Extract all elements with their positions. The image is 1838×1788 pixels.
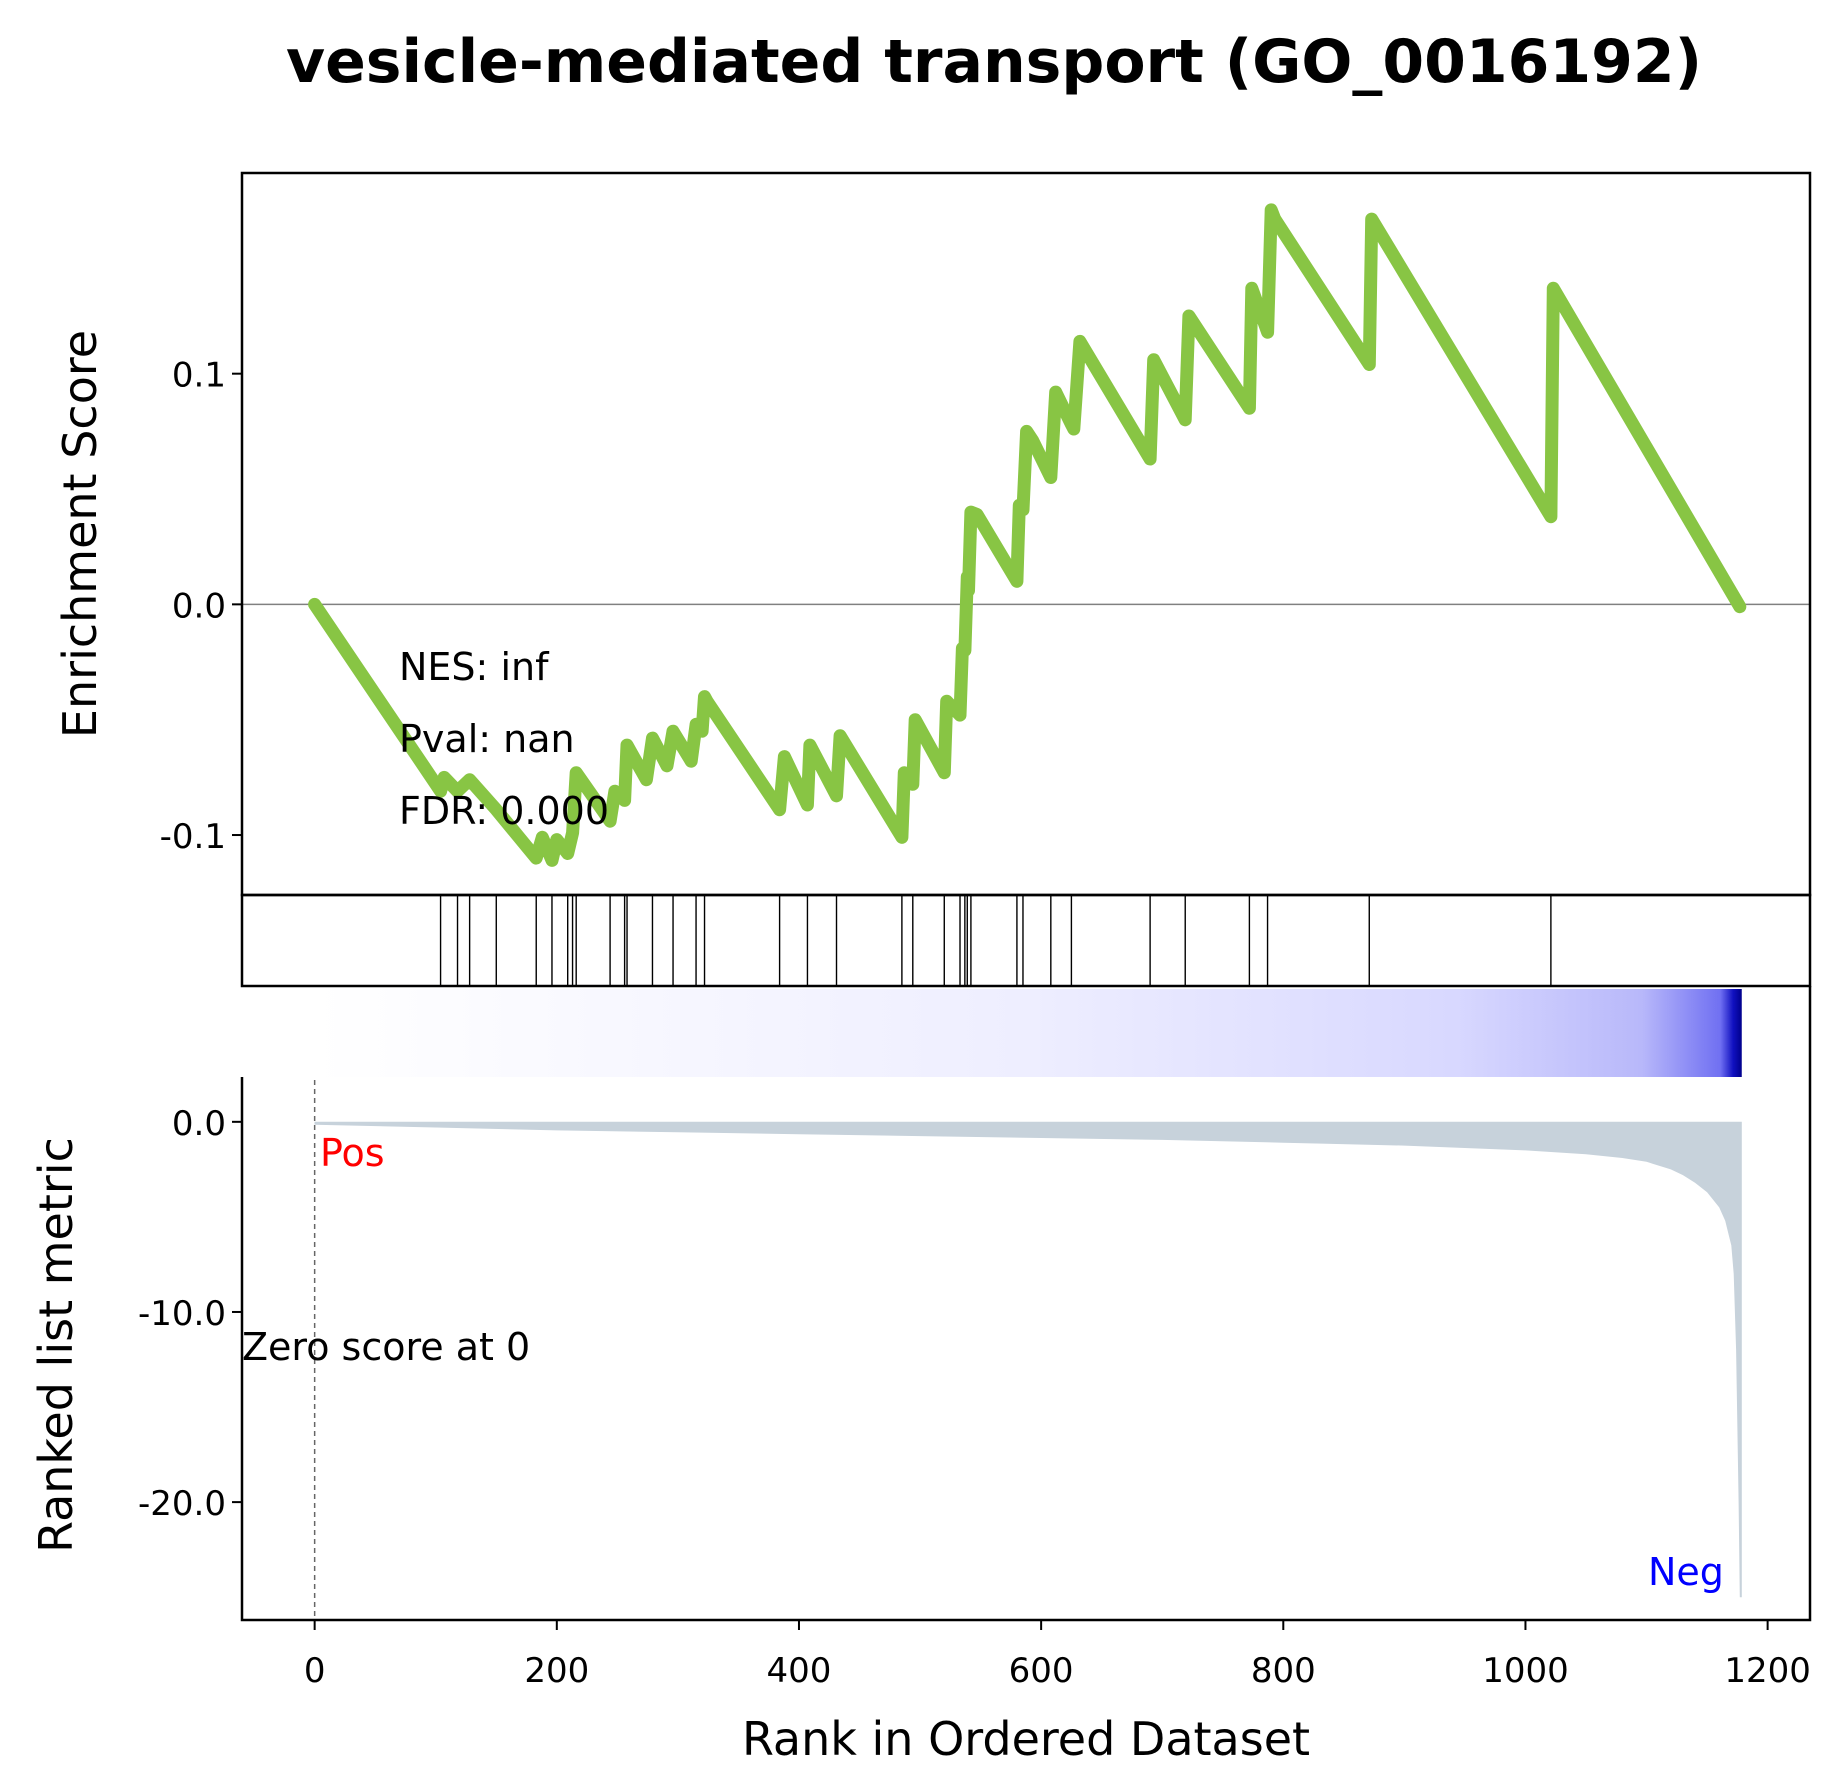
nes-label: NES: inf xyxy=(399,645,550,689)
x-axis-label: Rank in Ordered Dataset xyxy=(742,1712,1310,1766)
hit-marks xyxy=(439,896,1552,985)
pos-label: Pos xyxy=(320,1131,385,1175)
enrichment-y-tick-label: 0.0 xyxy=(172,586,226,626)
ranked-panel: 0.0 -10.0 -20.0 Zero score at 0 Pos Neg Ra… xyxy=(29,986,1812,1622)
chart-title: vesicle-mediated transport (GO_0016192) xyxy=(286,27,1702,97)
fdr-label: FDR: 0.000 xyxy=(399,789,609,833)
neg-label: Neg xyxy=(1648,1550,1724,1594)
x-axis-ticks: 0 200 400 600 800 1000 1200 xyxy=(304,1620,1811,1691)
hits-frame xyxy=(240,893,1812,988)
enrichment-y-label: Enrichment Score xyxy=(53,330,107,738)
ranked-y-label: Ranked list metric xyxy=(29,1137,83,1553)
x-tick-label: 200 xyxy=(524,1651,589,1691)
ranked-y-tick-label: -10.0 xyxy=(138,1294,226,1334)
enrichment-y-ticks: 0.1 0.0 -0.1 xyxy=(160,356,242,857)
enrichment-y-tick-label: 0.1 xyxy=(172,356,226,396)
x-tick-label: 600 xyxy=(1009,1651,1074,1691)
enrichment-panel: 0.1 0.0 -0.1 NES: inf Pval: nan FDR: 0.000… xyxy=(53,171,1812,897)
hits-panel xyxy=(240,893,1812,988)
enrichment-score-line xyxy=(308,203,1747,867)
ranked-frame xyxy=(240,986,1812,1622)
ranked-y-tick-label: -20.0 xyxy=(138,1484,226,1524)
x-tick-label: 1200 xyxy=(1724,1651,1811,1691)
rank-heatmap xyxy=(314,989,1742,1077)
x-tick-label: 400 xyxy=(767,1651,832,1691)
x-tick-label: 800 xyxy=(1251,1651,1316,1691)
ranked-y-ticks: 0.0 -10.0 -20.0 xyxy=(138,1104,242,1524)
enrichment-y-tick-label: -0.1 xyxy=(160,817,226,857)
pval-label: Pval: nan xyxy=(399,717,575,761)
x-tick-label: 1000 xyxy=(1482,1651,1569,1691)
x-tick-label: 0 xyxy=(304,1651,326,1691)
ranked-y-tick-label: 0.0 xyxy=(172,1104,226,1144)
zero-score-label: Zero score at 0 xyxy=(242,1325,530,1369)
